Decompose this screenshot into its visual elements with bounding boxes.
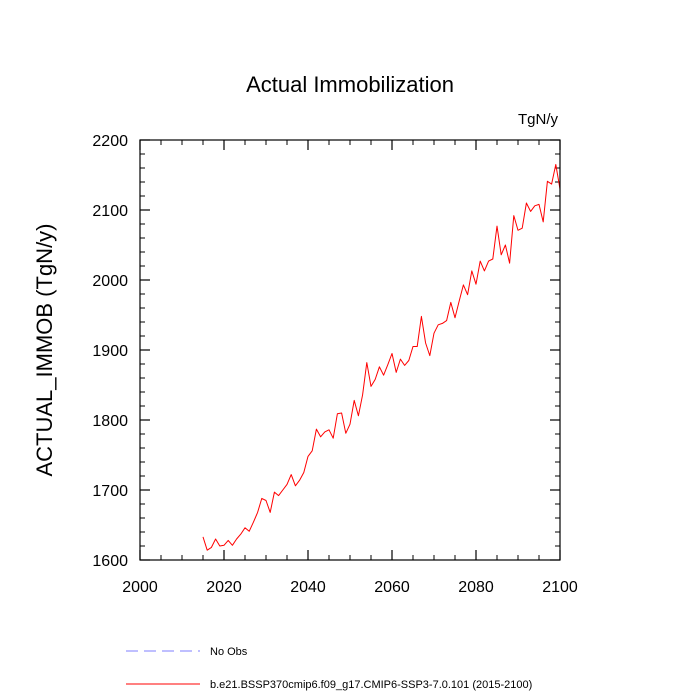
y-tick-label: 1800 — [92, 413, 128, 430]
y-tick-label: 1600 — [92, 553, 128, 570]
y-axis-label: ACTUAL_IMMOB (TgN/y) — [32, 223, 57, 476]
y-tick-label: 2100 — [92, 203, 128, 220]
y-tick-label: 2000 — [92, 273, 128, 290]
x-tick-label: 2100 — [542, 579, 578, 596]
units-label: TgN/y — [518, 111, 559, 128]
x-tick-label: 2060 — [374, 579, 410, 596]
major-ticks — [139, 139, 561, 561]
plot-frame — [139, 139, 561, 561]
minor-ticks — [140, 140, 560, 560]
x-tick-label: 2040 — [290, 579, 326, 596]
legend: No Obs b.e21.BSSP370cmip6.f09_g17.CMIP6-… — [126, 646, 532, 691]
chart-title: Actual Immobilization — [246, 72, 454, 97]
x-tick-label: 2080 — [458, 579, 494, 596]
y-tick-label: 1900 — [92, 343, 128, 360]
x-tick-label: 2000 — [122, 579, 158, 596]
y-tick-label: 1700 — [92, 483, 128, 500]
series-line-1 — [202, 164, 561, 551]
y-tick-labels: 1600 1700 1800 1900 2000 2100 2200 — [92, 133, 128, 570]
legend-label-model-run: b.e21.BSSP370cmip6.f09_g17.CMIP6-SSP3-7.… — [210, 679, 532, 691]
x-tick-label: 2020 — [206, 579, 242, 596]
series-lines — [202, 164, 561, 551]
legend-label-no-obs: No Obs — [210, 646, 248, 658]
x-tick-labels: 2000 2020 2040 2060 2080 2100 — [122, 579, 578, 596]
y-tick-label: 2200 — [92, 133, 128, 150]
